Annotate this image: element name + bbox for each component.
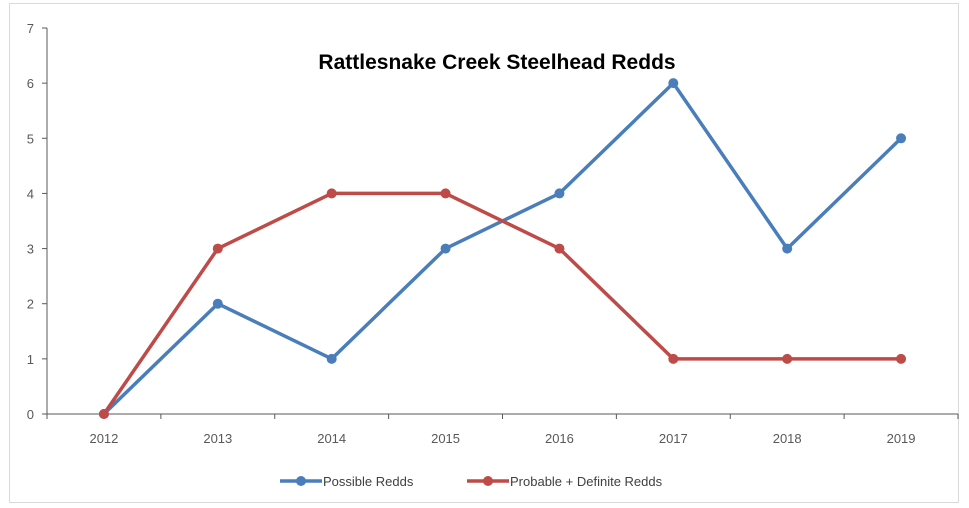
data-point-series-1 — [668, 78, 679, 89]
chart-container — [9, 3, 959, 503]
legend-label-2: Probable + Definite Redds — [510, 474, 663, 489]
y-tick-label: 6 — [27, 76, 34, 91]
x-tick-label: 2013 — [203, 431, 232, 446]
data-point-series-1 — [326, 353, 337, 364]
data-point-series-2 — [98, 409, 109, 419]
y-tick-label: 2 — [27, 297, 34, 312]
series-points — [98, 78, 907, 419]
y-tick-label: 5 — [27, 131, 34, 146]
x-tick-label: 2018 — [773, 431, 802, 446]
y-tick-label: 4 — [27, 186, 34, 201]
axes: 0 1 2 3 4 5 6 7 2012 2013 2014 2015 2016 2017 2018 2019 — [27, 21, 959, 446]
data-point-series-2 — [782, 353, 793, 364]
legend-marker-1 — [296, 476, 306, 486]
legend-marker-2 — [483, 476, 493, 486]
x-tick-label: 2015 — [431, 431, 460, 446]
data-point-series-1 — [440, 243, 451, 254]
data-point-series-2 — [554, 243, 565, 254]
series-line-1 — [102, 81, 903, 416]
x-tick-label: 2014 — [317, 431, 346, 446]
data-point-series-2 — [896, 353, 907, 364]
series-line-2 — [102, 191, 903, 416]
y-tick-label: 3 — [27, 242, 34, 257]
y-tick-label: 0 — [27, 407, 34, 422]
data-point-series-2 — [326, 188, 337, 199]
y-tick-label: 7 — [27, 21, 34, 36]
legend-label-1: Possible Redds — [323, 474, 414, 489]
data-point-series-1 — [554, 188, 565, 199]
data-point-series-1 — [212, 298, 223, 309]
x-tick-label: 2012 — [89, 431, 118, 446]
y-tick-label: 1 — [27, 352, 34, 367]
data-point-series-2 — [212, 243, 223, 254]
x-tick-label: 2016 — [545, 431, 574, 446]
series-lines — [102, 81, 903, 416]
x-tick-label: 2019 — [887, 431, 916, 446]
data-point-series-1 — [896, 133, 907, 144]
data-point-series-1 — [782, 243, 793, 254]
data-point-series-2 — [668, 353, 679, 364]
legend: Possible Redds Probable + Definite Redds — [280, 474, 663, 489]
x-tick-label: 2017 — [659, 431, 688, 446]
chart-title: Rattlesnake Creek Steelhead Redds — [318, 51, 675, 74]
data-point-series-2 — [440, 188, 451, 199]
